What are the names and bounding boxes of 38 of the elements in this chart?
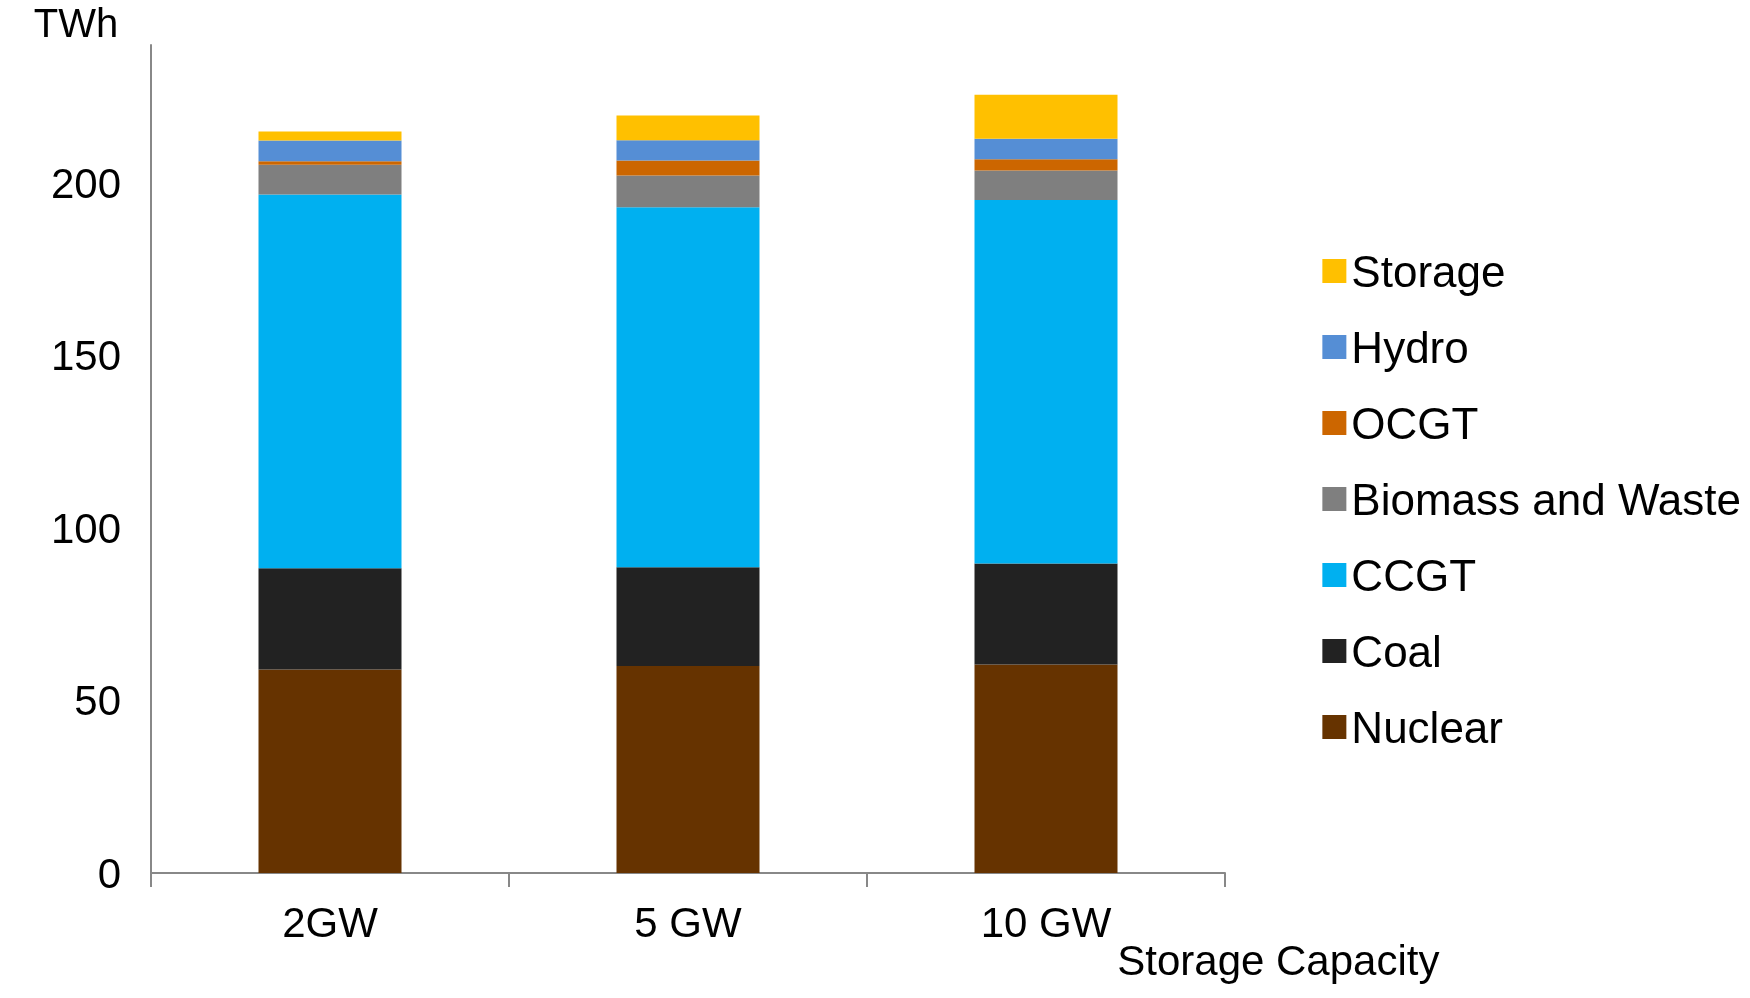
- bar: [258, 164, 402, 195]
- bar: [258, 140, 402, 162]
- x-tick-label: 5 GW: [634, 898, 743, 946]
- legend-label: Biomass and Waste: [1351, 474, 1741, 524]
- bar: [974, 199, 1118, 564]
- legend-label: CCGT: [1351, 550, 1477, 600]
- bar: [616, 666, 760, 873]
- bar: [616, 567, 760, 666]
- bar: [616, 160, 760, 176]
- legend-label: Hydro: [1351, 322, 1469, 372]
- y-tick-label: 0: [97, 849, 121, 897]
- bar: [258, 131, 402, 141]
- bar: [258, 194, 402, 569]
- y-axis-title: TWh: [33, 1, 119, 45]
- y-tick-label: 50: [74, 677, 121, 724]
- y-tick-label: 200: [50, 159, 121, 207]
- x-tick-label: 2GW: [282, 898, 379, 946]
- bar: [616, 207, 760, 568]
- bar: [258, 568, 402, 670]
- bar: [974, 563, 1118, 665]
- bar: [974, 94, 1118, 139]
- legend-label: OCGT: [1351, 398, 1479, 448]
- bar: [974, 138, 1118, 160]
- bar: [616, 115, 760, 141]
- y-tick-label: 100: [50, 504, 121, 552]
- bar: [258, 161, 402, 165]
- bar: [616, 140, 760, 161]
- legend-label: Storage: [1351, 246, 1506, 296]
- bar: [974, 170, 1118, 200]
- bar: [258, 669, 402, 873]
- y-tick-label: 150: [50, 332, 121, 379]
- x-axis-title: Storage Capacity: [1117, 936, 1440, 984]
- legend-label: Nuclear: [1351, 702, 1503, 752]
- legend-label: Coal: [1351, 626, 1442, 676]
- x-tick-label: 10 GW: [980, 898, 1112, 946]
- bar: [974, 159, 1118, 171]
- bar: [616, 175, 760, 208]
- bar: [974, 664, 1118, 873]
